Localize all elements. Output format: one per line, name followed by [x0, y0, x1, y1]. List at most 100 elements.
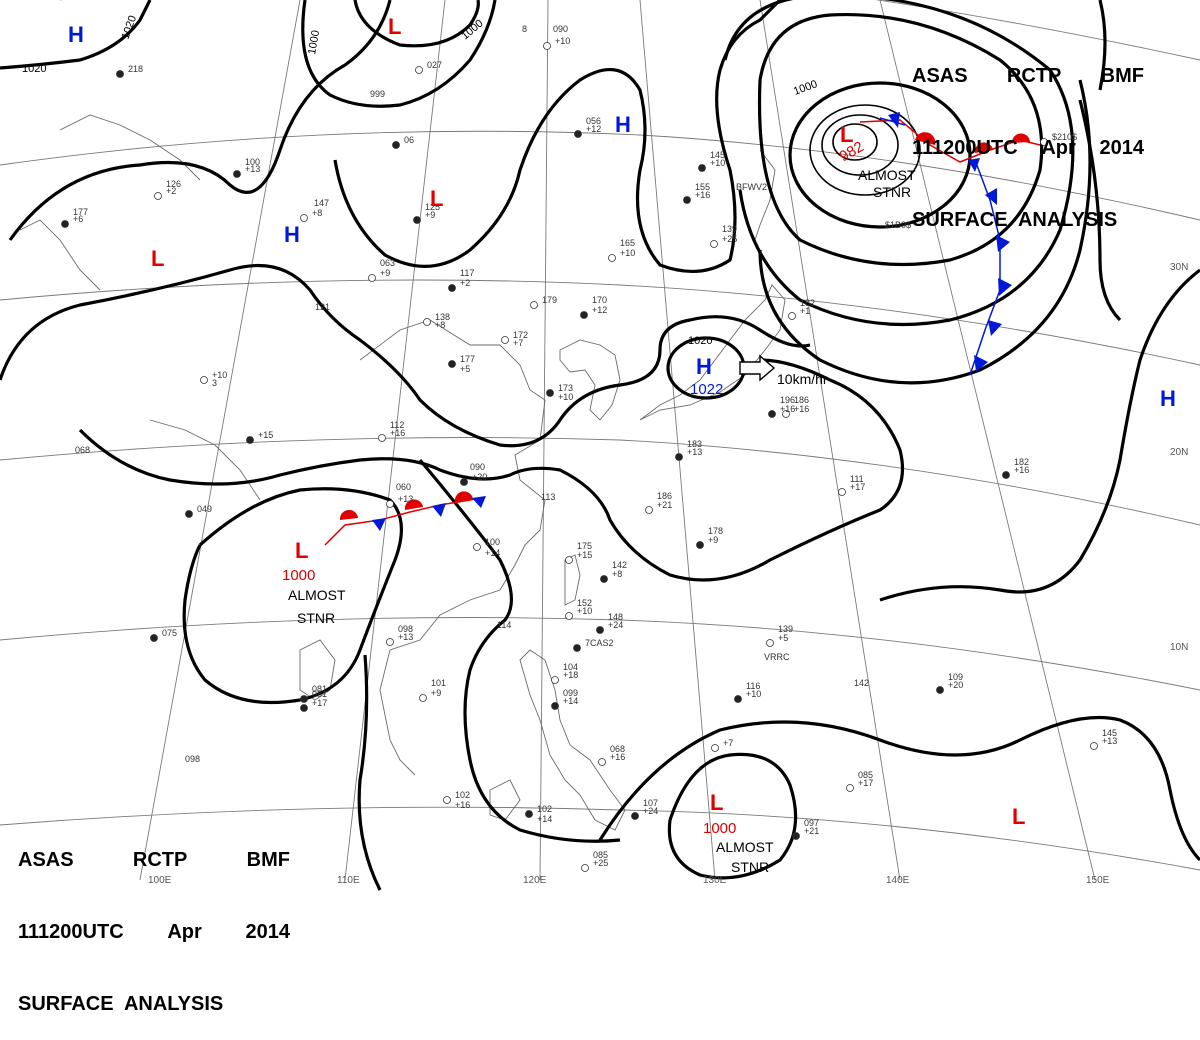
- station-label: 218: [128, 64, 143, 74]
- station-label: 102: [455, 790, 470, 800]
- station-label: 081: [312, 689, 327, 699]
- station-label: +8: [435, 320, 445, 330]
- station-marker: [448, 360, 456, 368]
- station-label: +17: [858, 778, 873, 788]
- station-marker: [600, 575, 608, 583]
- station-marker: [698, 164, 706, 172]
- station-label: 100: [245, 157, 260, 167]
- high-pressure-symbol: H: [284, 222, 300, 247]
- station-label: 098: [185, 754, 200, 764]
- station-label: 068: [610, 744, 625, 754]
- station-label: +20: [472, 472, 487, 482]
- header-station: RCTP: [1006, 65, 1062, 87]
- station-label: +15: [258, 430, 273, 440]
- station-label: 177: [73, 207, 88, 217]
- station-marker: [565, 612, 573, 620]
- isobar-south-central: [418, 458, 621, 843]
- station-label: 165: [620, 238, 635, 248]
- station-label: +18: [563, 670, 578, 680]
- station-label: +1: [800, 306, 810, 316]
- cold-front-triangle: [988, 320, 1002, 336]
- station-marker: [846, 784, 854, 792]
- station-label: +7: [723, 738, 733, 748]
- station-marker: [460, 478, 468, 486]
- high-pressure-symbol: H: [1160, 386, 1176, 411]
- isobar-low-982-ring2: [821, 114, 899, 176]
- station-marker: [1040, 138, 1048, 146]
- stationary-front-sw: [324, 496, 486, 546]
- cold-front-triangle: [996, 235, 1010, 252]
- system-note: ALMOST: [288, 587, 346, 603]
- station-label: VRRC: [764, 652, 790, 662]
- station-label: $1B9$: [885, 220, 911, 230]
- station-marker: [683, 196, 691, 204]
- station-marker: [581, 864, 589, 872]
- station-marker: [150, 634, 158, 642]
- station-label: +10: [212, 370, 227, 380]
- isobar-ne-edge: [1098, 0, 1107, 91]
- station-label: 173: [558, 383, 573, 393]
- warm-front-semicircle: [404, 499, 423, 510]
- coastlines: [19, 114, 786, 831]
- station-label: 081: [312, 684, 327, 694]
- isobar-label: 1020: [688, 335, 712, 347]
- isobar-1000-low-south: [667, 752, 798, 880]
- header-line-2: 111200UTC Apr 2014: [18, 920, 290, 944]
- station-label: 099: [563, 688, 578, 698]
- station-label: 098: [398, 624, 413, 634]
- station-marker: [598, 758, 606, 766]
- longitude-label: 110E: [337, 875, 360, 886]
- station-marker: [675, 453, 683, 461]
- station-label: 177: [460, 354, 475, 364]
- motion-arrow: [739, 354, 776, 382]
- station-label: 06: [404, 135, 414, 145]
- station-label: 068: [75, 445, 90, 455]
- station-marker: [792, 832, 800, 840]
- system-note: ALMOST: [858, 167, 916, 183]
- warm-front-semicircle: [1011, 133, 1030, 143]
- station-marker: [448, 284, 456, 292]
- station-label: 107: [643, 798, 658, 808]
- station-marker: [530, 301, 538, 309]
- system-note: STNR: [297, 610, 335, 626]
- station-label: +10: [620, 248, 635, 258]
- station-label: 104: [563, 662, 578, 672]
- longitude-label: 100E: [148, 875, 172, 886]
- station-marker: [645, 506, 653, 514]
- header-agency: ASAS: [18, 849, 74, 871]
- station-marker: [711, 744, 719, 752]
- station-marker: [788, 312, 796, 320]
- station-label: +15: [577, 550, 592, 560]
- station-label: 3: [212, 378, 217, 388]
- station-marker: [185, 510, 193, 518]
- low-pressure-symbol: L: [710, 790, 723, 815]
- isobar-label: 1020: [120, 14, 140, 41]
- station-marker: [154, 192, 162, 200]
- station-label: +21: [804, 826, 819, 836]
- station-label: 109: [948, 672, 963, 682]
- station-label: 147: [314, 198, 329, 208]
- station-label: 145: [710, 150, 725, 160]
- station-label: 112: [390, 420, 404, 430]
- station-marker: [551, 676, 559, 684]
- station-label: 182: [1014, 457, 1029, 467]
- station-label: +10: [746, 689, 761, 699]
- station-label: +17: [850, 482, 865, 492]
- isobar-low-982-ring3: [809, 104, 921, 196]
- isobar-label: 1000: [306, 29, 322, 55]
- station-marker: [631, 812, 639, 820]
- cold-front-triangle: [432, 503, 446, 517]
- latitude-label: 20N: [1170, 447, 1188, 458]
- chart-header-bottom: ASAS RCTP BMF 111200UTC Apr 2014 SURFACE…: [18, 800, 290, 1040]
- station-marker: [116, 70, 124, 78]
- station-label: 121: [315, 302, 330, 312]
- station-marker: [546, 389, 554, 397]
- isobar-label: 1020: [22, 63, 46, 75]
- fronts: [324, 112, 1041, 546]
- station-marker: [386, 500, 394, 508]
- station-label: +10: [710, 158, 725, 168]
- station-label: +14: [563, 696, 578, 706]
- system-note: STNR: [731, 859, 769, 875]
- cold-front-triangle: [888, 112, 900, 128]
- station-label: 172: [513, 330, 528, 340]
